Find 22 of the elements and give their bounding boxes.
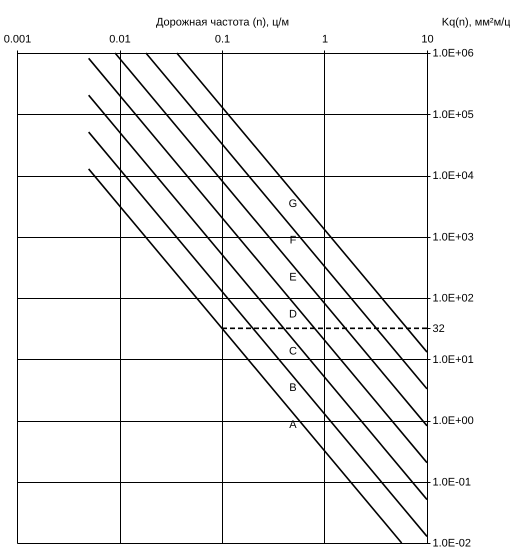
x-axis-title: Дорожная частота (n), ц/м — [156, 16, 290, 28]
x-tick-label: 10 — [421, 34, 434, 46]
annotation: E — [289, 272, 297, 284]
y-tick-label: 32 — [432, 322, 445, 335]
x-tick-label: 0.1 — [214, 34, 230, 46]
y-tick-label: 1.0E+02 — [432, 292, 474, 304]
x-tick-label: 0.01 — [109, 34, 131, 46]
y-tick-label: 1.0E+00 — [432, 415, 474, 427]
x-tick-label: 0.001 — [4, 34, 32, 46]
y-tick-label: 1.0E-02 — [432, 538, 472, 550]
annotation: C — [288, 345, 297, 358]
annotation: D — [288, 308, 297, 320]
y-tick-label: 1.0E+01 — [432, 354, 474, 366]
y-tick-label: 1.0E-01 — [432, 476, 472, 488]
y-tick-label: 1.0E+04 — [432, 170, 474, 182]
y-tick-label: 1.0E+06 — [432, 48, 474, 60]
annotation: G — [288, 198, 298, 210]
y-axis-title: Kq(n), мм²м/ц — [442, 16, 510, 28]
y-tick-label: 1.0E+03 — [432, 231, 474, 244]
annotation: B — [289, 382, 297, 394]
x-tick-label: 1 — [322, 34, 328, 46]
y-tick-label: 1.0E+05 — [432, 108, 474, 121]
